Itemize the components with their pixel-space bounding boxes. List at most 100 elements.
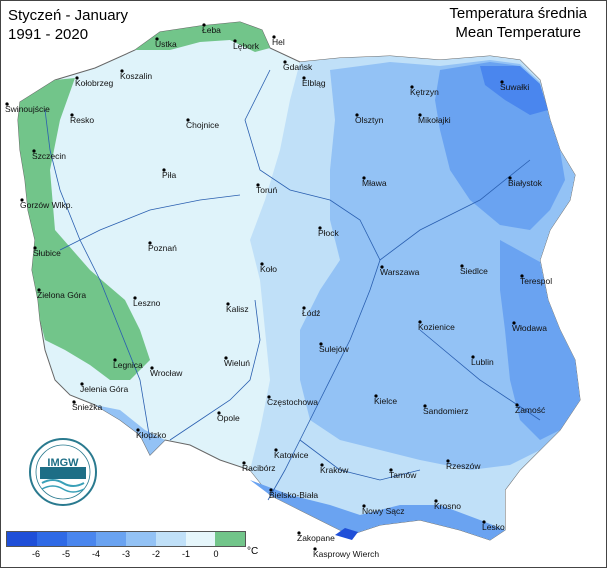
city-label: Mława [362,178,387,188]
zone-minus-3-east [500,240,580,440]
city-dot [260,262,264,266]
city-dot [410,85,414,89]
city-label: Kraków [320,465,349,475]
city-label: Bielsko-Biała [269,490,318,500]
city-marker: Włodawa [512,321,547,333]
legend-swatch [185,532,216,546]
city-marker: Suwałki [500,80,529,92]
city-dot [471,355,475,359]
city-marker: Koszalin [120,69,152,81]
city-label: Łódź [302,308,320,318]
city-marker: Siedlce [460,264,488,276]
city-label: Lębork [233,41,260,51]
city-label: Kołobrzeg [75,78,114,88]
city-dot [520,274,524,278]
city-marker: Kołobrzeg [75,76,114,88]
city-dot [113,358,117,362]
city-dot [136,428,140,432]
city-dot [302,306,306,310]
city-label: Resko [70,115,94,125]
city-marker: Krosno [434,499,461,511]
city-dot [148,241,152,245]
city-marker: Mikołajki [418,113,451,125]
imgw-logo: IMGW [29,438,97,506]
city-label: Rzeszów [446,461,481,471]
city-label: Śnieżka [72,401,103,412]
city-label: Koszalin [120,71,152,81]
legend-swatch [126,532,156,546]
city-dot [32,149,36,153]
legend-tick-label: -3 [121,549,130,559]
city-label: Poznań [148,243,177,253]
city-marker: Piła [162,168,176,180]
city-label: Terespol [520,276,552,286]
city-label: Płock [318,228,340,238]
city-dot [508,176,512,180]
city-marker: Białystok [508,176,543,188]
city-marker: Kielce [374,394,397,406]
city-dot [217,411,221,415]
city-marker: Łeba [202,23,221,35]
city-marker: Kozienice [418,320,455,332]
legend-tick-label: -4 [91,549,100,559]
city-label: Jelenia Góra [80,384,128,394]
city-dot [355,113,359,117]
city-marker: Gorzów Wlkp. [20,198,73,210]
city-label: Częstochowa [267,397,318,407]
city-label: Warszawa [380,267,420,277]
city-dot [267,395,271,399]
city-dot [362,504,366,508]
city-marker: Opole [217,411,240,423]
city-label: Wrocław [150,368,183,378]
city-marker: Zamość [515,403,546,415]
city-marker: Tarnów [389,468,417,480]
city-label: Gdańsk [283,62,313,72]
city-label: Olsztyn [355,115,384,125]
city-dot [418,320,422,324]
city-label: Kasprowy Wierch [313,549,379,559]
city-marker: Nowy Sącz [362,504,405,516]
city-dot [72,400,76,404]
city-label: Kozienice [418,322,455,332]
city-dot [186,118,190,122]
city-label: Świnoujście [5,103,50,114]
legend-ticks: -6 -5 -4 -3 -2 -1 0 [6,549,276,563]
city-label: Ustka [155,39,177,49]
city-marker: Legnica [113,358,143,370]
city-label: Katowice [274,450,309,460]
legend-swatch [66,532,97,546]
city-label: Kętrzyn [410,87,439,97]
city-dot [283,60,287,64]
city-label: Toruń [256,185,278,195]
city-dot [389,468,393,472]
city-marker: Leszno [133,296,161,308]
city-marker: Gdańsk [283,60,313,72]
logo-text: IMGW [47,457,79,469]
city-marker: Sandomierz [423,404,468,416]
city-marker: Rzeszów [446,459,481,471]
city-label: Chojnice [186,120,219,130]
city-marker: Płock [318,226,340,238]
city-label: Słubice [33,248,61,258]
city-label: Wieluń [224,358,250,368]
city-marker: Olsztyn [355,113,384,125]
city-dot [362,176,366,180]
city-label: Gorzów Wlkp. [20,200,73,210]
city-dot [274,448,278,452]
city-dot [515,403,519,407]
city-dot [482,520,486,524]
city-dot [272,35,276,39]
city-marker: Lublin [471,355,494,367]
city-dot [256,183,260,187]
city-marker: Racibórz [242,461,276,473]
city-marker: Elbląg [302,76,326,88]
city-label: Mikołajki [418,115,451,125]
city-dot [155,37,159,41]
city-dot [120,69,124,73]
city-label: Sulejów [319,344,350,354]
city-marker: Zakopane [297,531,335,543]
city-label: Kłodzko [136,430,167,440]
city-label: Leszno [133,298,161,308]
city-dot [319,342,323,346]
city-dot [242,461,246,465]
